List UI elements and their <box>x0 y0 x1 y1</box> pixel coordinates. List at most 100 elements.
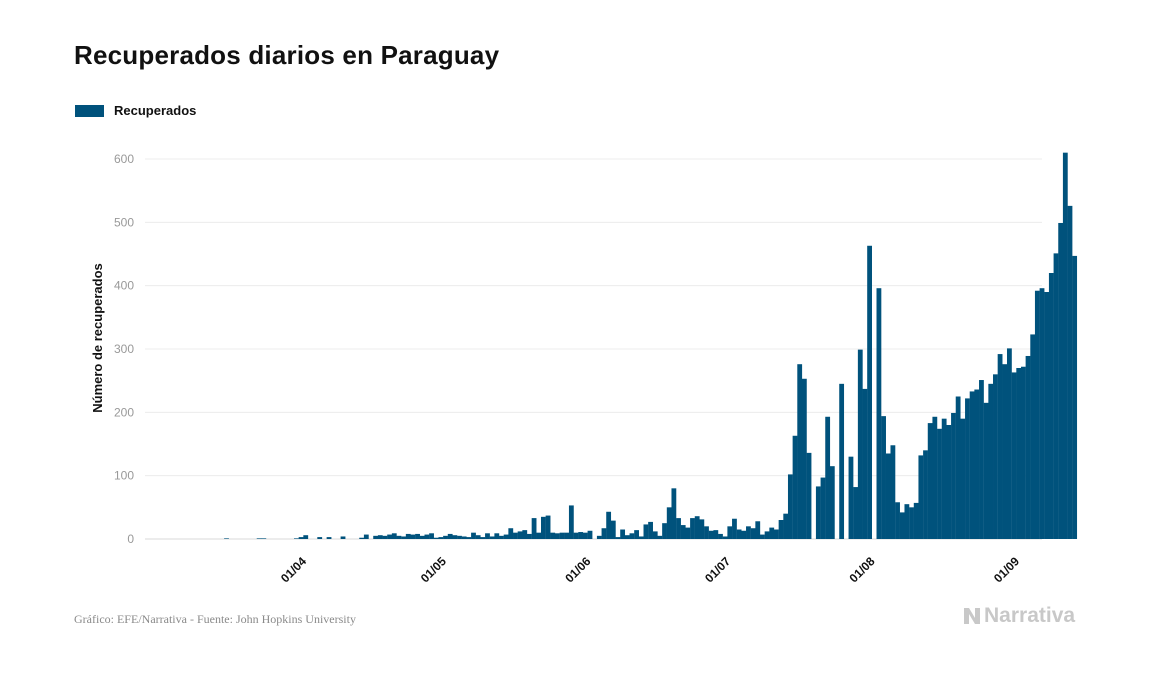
bar <box>708 530 714 539</box>
bar <box>629 533 635 539</box>
bar <box>974 389 980 539</box>
bar <box>927 423 933 539</box>
bar <box>787 474 793 539</box>
bar <box>1048 273 1054 539</box>
bar <box>326 537 332 539</box>
bar <box>224 538 229 539</box>
bar <box>377 535 383 539</box>
bar <box>857 349 863 539</box>
bar <box>424 534 430 539</box>
bar <box>596 535 602 539</box>
narrativa-n-icon <box>964 608 980 624</box>
bar <box>466 537 472 539</box>
bar <box>475 535 481 539</box>
bar <box>755 521 761 539</box>
bar <box>899 512 905 539</box>
bar <box>489 536 495 539</box>
bar <box>480 537 486 539</box>
bar <box>783 513 789 539</box>
bar <box>573 532 579 539</box>
bar <box>895 502 900 539</box>
x-tick-label: 01/09 <box>991 554 1022 585</box>
bar <box>540 516 546 539</box>
bar <box>699 519 705 539</box>
bar <box>438 537 444 539</box>
bar <box>713 530 719 539</box>
bar <box>1067 205 1073 539</box>
bar <box>387 534 393 539</box>
legend: Recuperados <box>75 103 196 118</box>
bar <box>979 380 984 539</box>
bar <box>624 535 630 539</box>
bar <box>471 532 476 539</box>
bar <box>396 535 402 539</box>
bar <box>499 535 504 539</box>
bar <box>391 533 397 539</box>
bar <box>750 528 756 539</box>
bar <box>429 533 434 539</box>
source-note: Gráfico: EFE/Narrativa - Fuente: John Ho… <box>74 612 356 626</box>
y-tick-label: 300 <box>114 342 134 356</box>
bar <box>732 518 737 539</box>
y-tick-label: 100 <box>114 469 134 483</box>
bar <box>867 245 872 539</box>
bar <box>648 521 653 539</box>
bar <box>704 526 709 539</box>
bar <box>997 354 1003 539</box>
narrativa-logo: Narrativa <box>962 604 1075 628</box>
bar <box>1034 290 1040 539</box>
bar <box>303 535 309 539</box>
bar <box>1006 348 1012 539</box>
bar <box>746 526 751 539</box>
bar <box>904 504 910 539</box>
bar <box>503 534 509 539</box>
brand-name: Narrativa <box>984 604 1076 627</box>
bar <box>1062 152 1068 540</box>
bar <box>1016 368 1022 539</box>
bar <box>881 416 886 539</box>
bar <box>666 507 672 539</box>
bar <box>419 535 425 539</box>
bar <box>727 526 733 539</box>
bar <box>778 520 784 539</box>
bar <box>769 527 775 539</box>
bar <box>382 535 388 539</box>
bar <box>792 435 798 539</box>
x-tick-label: 01/04 <box>278 554 309 585</box>
bar <box>676 518 681 539</box>
bars <box>224 152 1078 540</box>
bar <box>671 488 677 539</box>
bar <box>410 534 416 539</box>
bar <box>815 486 821 539</box>
bar <box>620 529 626 539</box>
bar <box>452 535 458 539</box>
x-tick-label: 01/06 <box>562 554 593 585</box>
bar <box>983 402 989 539</box>
bar <box>522 530 528 539</box>
bar <box>359 537 365 539</box>
bar <box>508 528 514 539</box>
gridlines <box>145 158 1042 540</box>
bar <box>513 532 518 539</box>
bar <box>913 502 919 539</box>
bar <box>923 450 928 539</box>
bar <box>550 532 556 539</box>
bar <box>1030 334 1036 539</box>
x-axis-ticks: 01/04 01/05 01/06 01/07 01/08 01/09 <box>278 554 1022 585</box>
bar <box>363 534 369 539</box>
bar <box>294 538 299 539</box>
bar <box>941 418 947 539</box>
bar <box>1072 255 1078 539</box>
y-tick-label: 400 <box>114 279 134 293</box>
bar <box>890 445 896 539</box>
bar <box>461 536 467 539</box>
bar <box>401 536 406 539</box>
bar <box>969 391 975 539</box>
bar <box>806 452 812 539</box>
bar <box>582 532 588 539</box>
bar <box>829 466 835 539</box>
bar <box>773 529 779 539</box>
bar <box>443 535 448 539</box>
bar <box>685 527 691 539</box>
bar <box>932 416 938 539</box>
